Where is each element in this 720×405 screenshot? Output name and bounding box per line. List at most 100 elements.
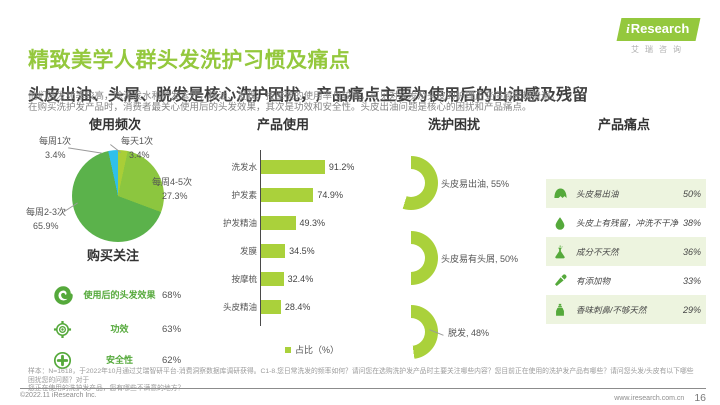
donut-chart: [384, 156, 438, 210]
bar-category-label: 发膜: [239, 246, 257, 256]
copyright: ©2022.11 iResearch Inc.: [20, 392, 97, 399]
pain-point-value: 50%: [682, 188, 701, 199]
pain-point-label: 香味刺鼻/不够天然: [576, 304, 647, 315]
pain-points-list: 头皮易出油 50% 头皮上有残留，冲洗不干净 38% 成分不天然 36% 有添加物 33% 香味…: [546, 179, 706, 324]
pain-point-value: 38%: [682, 217, 701, 228]
bar-row: 按摩梳 32.4%: [231, 265, 390, 293]
bar-row: 洗发水 91.2%: [231, 153, 390, 181]
page-title: 精致美学人群头发洗护习惯及痛点: [28, 49, 351, 73]
bar-row: 护发精油 49.3%: [223, 209, 390, 237]
dropper-icon: [553, 273, 570, 288]
logo-i: i: [626, 21, 631, 36]
page-number: 16: [694, 392, 706, 404]
pain-point-label: 成分不天然: [576, 246, 619, 257]
flask-icon: [553, 245, 570, 259]
bar-rows: 洗发水 91.2% 护发素 74.9% 护发精油 49.3% 发膜 34.5% 按摩梳 32.4%…: [223, 150, 390, 326]
bar: [261, 272, 284, 286]
section-title-product-use: 产品使用: [256, 117, 309, 132]
product-use-bar-chart: 洗发水 91.2% 护发素 74.9% 护发精油 49.3% 发膜 34.5% 按摩梳 32.4%…: [218, 150, 390, 326]
section-title-pain-points: 产品痛点: [597, 117, 650, 132]
trouble-donut-row: 脱发, 48%: [384, 305, 489, 359]
purchase-focus-value: 62%: [162, 355, 182, 366]
bar-row: 发膜 34.5%: [240, 237, 390, 265]
pie-slice-label: 每周2-3次 65.9%: [26, 207, 66, 231]
bar-value-label: 91.2%: [328, 162, 355, 172]
bar-category-label: 护发素: [231, 190, 257, 200]
iresearch-logo-band: iResearch: [616, 18, 702, 41]
pie-leader-line: [68, 147, 102, 154]
description-line-1: 他们洗发频率较高，除洗发水和护发素外，精油、发膜、按摩梳的使用率也较高，可见对头…: [28, 91, 561, 102]
website-url: www.iresearch.com.cn: [614, 394, 685, 402]
bar-row: 头皮精油 28.4%: [223, 293, 390, 321]
scalp-oil-icon: [553, 186, 570, 201]
purchase-focus-row: 安全性 62%: [40, 345, 190, 376]
pie-slice-label: 每周4-5次 27.3%: [152, 177, 192, 201]
logo-chinese-name: 艾瑞咨询: [631, 45, 687, 54]
pie-slice-name: 每周1次: [39, 136, 72, 146]
perfume-icon: [553, 303, 570, 317]
bar-category-label: 护发精油: [222, 218, 257, 228]
iresearch-logo: iResearch 艾瑞咨询: [613, 18, 705, 55]
bar-value-label: 74.9%: [317, 190, 343, 200]
footer-bar: ©2022.11 iResearch Inc. www.iresearch.co…: [20, 388, 706, 404]
pain-point-row: 头皮上有残留，冲洗不干净 38%: [546, 208, 706, 237]
trouble-donut-row: 头皮易出油, 55%: [384, 156, 509, 210]
pie-slice-percent: 65.9%: [33, 221, 59, 231]
bar-category-label: 头皮精油: [222, 302, 257, 312]
pain-point-row: 头皮易出油 50%: [546, 179, 706, 208]
pain-point-row: 有添加物 33%: [546, 266, 706, 295]
pie-slice-label: 每周1次 3.4%: [39, 136, 71, 160]
donut-label: 头皮易有头屑, 50%: [441, 253, 519, 264]
purchase-focus-label: 安全性: [105, 355, 133, 366]
bar-value-label: 32.4%: [287, 274, 314, 284]
donut-hole: [397, 318, 425, 346]
bar: [261, 188, 314, 202]
donut-chart: [384, 305, 438, 359]
bar: [261, 300, 281, 314]
pain-point-value: 33%: [682, 275, 701, 286]
purchase-focus-label: 功效: [110, 324, 129, 335]
bar: [261, 216, 296, 230]
description-line-2: 在购买洗护发产品时，消费者最关心使用后的头发效果，其次是功效和安全性。头皮出油问…: [28, 102, 532, 113]
purchase-focus-value: 68%: [162, 289, 182, 301]
bar: [261, 244, 286, 258]
target-icon: [53, 320, 77, 339]
purchase-focus-row: 功效 63%: [40, 314, 190, 345]
pain-point-label: 头皮上有残留，冲洗不干净: [576, 217, 679, 228]
section-title-trouble: 洗护困扰: [427, 117, 480, 132]
purchase-focus-list: 使用后的头发效果 68% 功效 63% 安全性 62%: [40, 276, 190, 376]
footnote-line-1: 样本：N=1618，于2022年10月通过艾瑞智研平台-消费洞察数据库调研获得。…: [28, 368, 694, 384]
bar-value-label: 28.4%: [284, 302, 311, 312]
section-title-purchase-focus: 购买关注: [86, 248, 139, 263]
donut-label: 脱发, 48%: [448, 327, 490, 338]
plus-circle-icon: [53, 351, 77, 370]
hair-curl-icon: [53, 285, 77, 306]
bar-category-label: 洗发水: [231, 162, 257, 172]
purchase-focus-label: 使用后的头发效果: [83, 289, 156, 300]
usage-frequency-pie-chart: [72, 150, 164, 242]
pie-slice-percent: 3.4%: [45, 150, 66, 160]
bar-category-label: 按摩梳: [231, 274, 257, 284]
donut-hole: [397, 244, 425, 272]
pain-point-row: 成分不天然 36%: [546, 237, 706, 266]
bar-row: 护发素 74.9%: [231, 181, 390, 209]
water-drop-icon: [553, 216, 570, 230]
donut-label: 头皮易出油, 55%: [441, 178, 510, 189]
logo-text: Research: [631, 21, 690, 36]
trouble-donut-row: 头皮易有头屑, 50%: [384, 231, 518, 285]
donut-hole: [397, 169, 425, 197]
bar-chart-legend: 占比（%）: [285, 343, 339, 356]
pie-slice-name: 每周2-3次: [26, 207, 67, 217]
pain-point-value: 36%: [682, 246, 701, 257]
bar-value-label: 49.3%: [299, 218, 326, 228]
pie-slice-label: 每天1次 3.4%: [121, 136, 153, 160]
purchase-focus-value: 63%: [162, 324, 182, 335]
pie-slice-name: 每天1次: [121, 136, 154, 146]
pie-slice-percent: 27.3%: [162, 191, 188, 201]
bar: [261, 160, 325, 174]
legend-label: 占比（%）: [295, 345, 340, 355]
purchase-focus-row: 使用后的头发效果 68%: [40, 276, 190, 314]
pie-slice-name: 每周4-5次: [152, 177, 193, 187]
pie-slice-percent: 3.4%: [129, 150, 150, 160]
